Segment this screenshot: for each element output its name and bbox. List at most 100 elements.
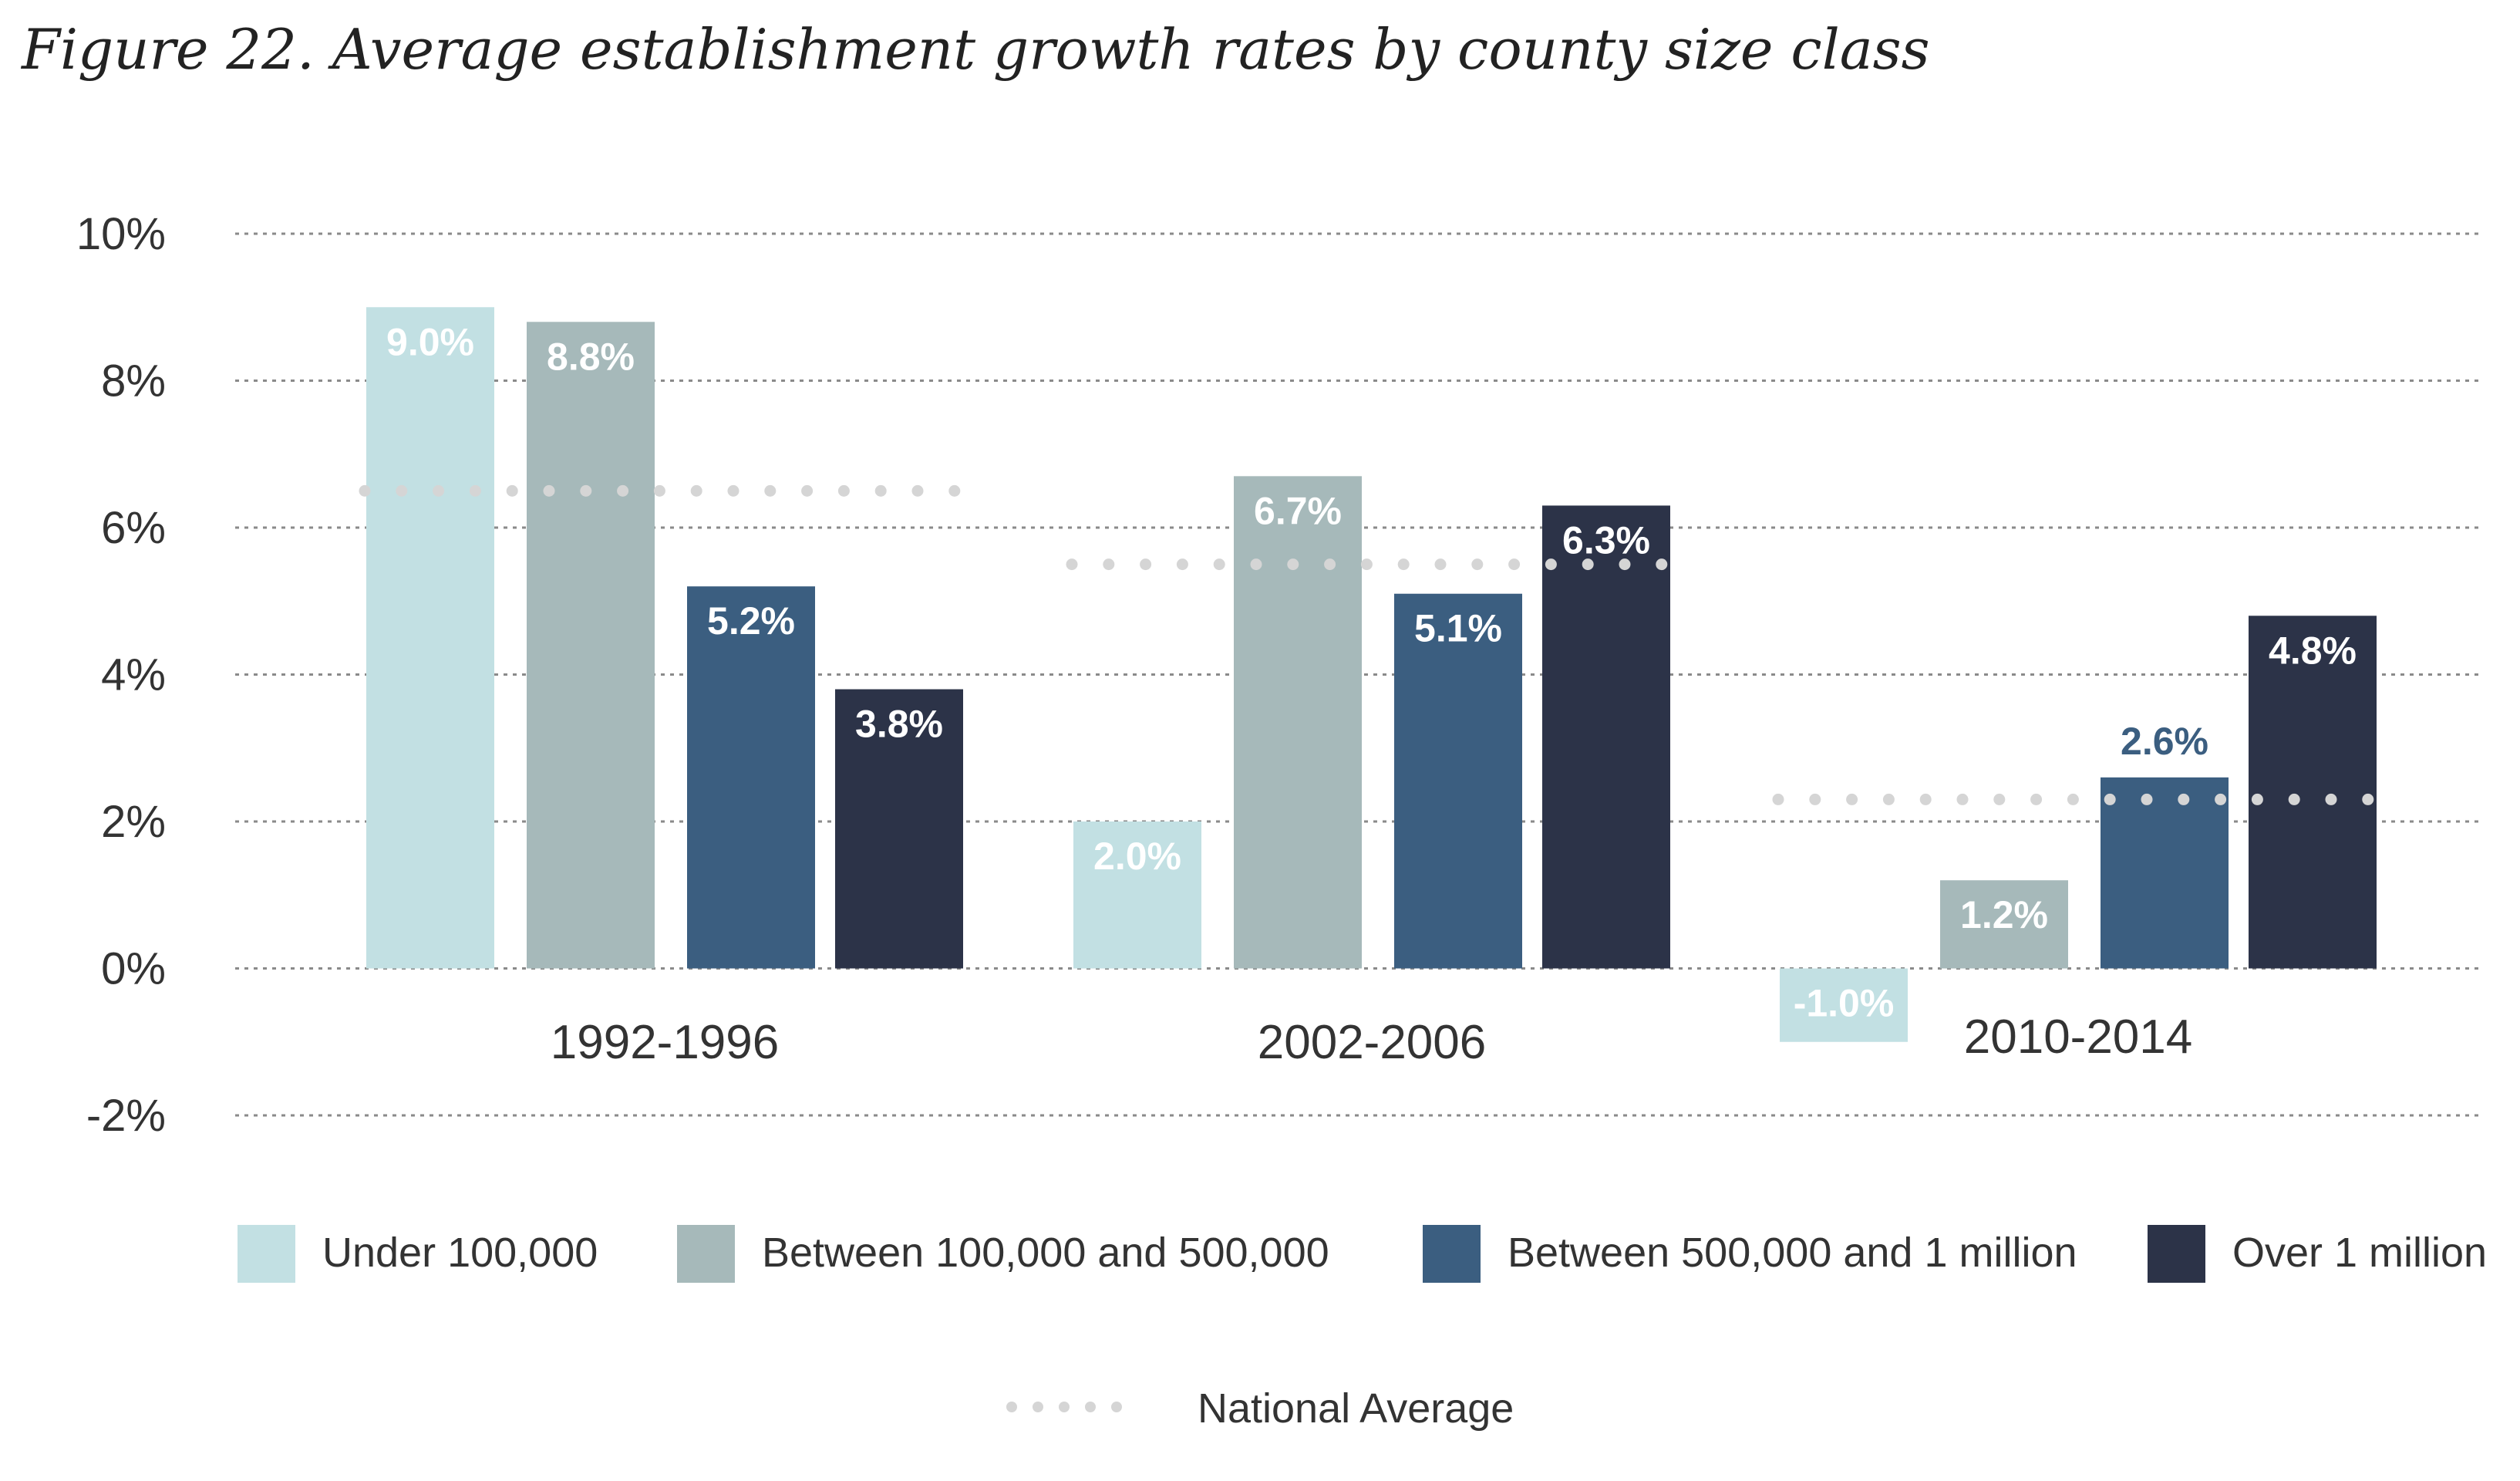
legend-label: Over 1 million	[2232, 1230, 2487, 1276]
legend-label: Between 500,000 and 1 million	[1508, 1230, 2077, 1276]
national-average-dot	[1993, 793, 2006, 805]
national-average-dot	[1140, 558, 1152, 571]
national-average-dot	[2030, 793, 2043, 805]
national-average-dot	[1809, 793, 1821, 805]
national-average-dot	[1360, 558, 1373, 571]
national-average-layer	[359, 484, 2374, 805]
legend-label: National Average	[1198, 1385, 1514, 1432]
national-average-dot	[2141, 793, 2153, 805]
legend: Under 100,000 Between 100,000 and 500,000…	[238, 1225, 2487, 1432]
national-average-dot	[1397, 558, 1410, 571]
legend-swatch	[2148, 1225, 2205, 1283]
data-label: 2.0%	[1093, 835, 1181, 878]
national-average-dot	[580, 484, 592, 497]
national-average-dot	[1919, 793, 1932, 805]
data-label: 2.6%	[2121, 720, 2208, 763]
data-label: -1.0%	[1794, 982, 1895, 1025]
y-tick-label: 0%	[101, 944, 166, 994]
data-label: 1.2%	[1960, 893, 2048, 936]
national-average-dot	[764, 484, 777, 497]
national-average-dot	[506, 484, 518, 497]
legend-label: Under 100,000	[322, 1230, 598, 1276]
national-average-dot	[1656, 558, 1668, 571]
national-average-dot	[727, 484, 739, 497]
legend-national-average-dot	[1059, 1402, 1070, 1412]
bar-layer	[366, 307, 2377, 1042]
national-average-dot	[874, 484, 887, 497]
legend-national-average-dot	[1033, 1402, 1043, 1412]
legend-national-average-dot	[1111, 1402, 1122, 1412]
national-average-dot	[433, 484, 445, 497]
label-layer: 10% 8% 6% 4% 2% 0% -2% 9.0% 2.0% -1.0% 8.8% 6.7% 1.2…	[76, 209, 2357, 1141]
national-average-dot	[2178, 793, 2190, 805]
data-label: 6.7%	[1254, 489, 1342, 532]
y-tick-label: 4%	[101, 650, 166, 700]
bar	[1940, 880, 2068, 969]
national-average-dot	[1582, 558, 1594, 571]
bar	[835, 689, 963, 969]
data-label: 5.2%	[707, 599, 795, 643]
legend-swatch	[677, 1225, 735, 1283]
bar	[1780, 968, 1908, 1042]
national-average-dot	[1176, 558, 1188, 571]
y-tick-label: 8%	[101, 356, 166, 407]
y-tick-label: 10%	[76, 209, 166, 259]
national-average-dot	[837, 484, 850, 497]
national-average-dot	[2288, 793, 2300, 805]
bar	[2101, 777, 2229, 969]
national-average-dot	[1846, 793, 1858, 805]
national-average-dot	[1508, 558, 1521, 571]
national-average-dot	[1324, 558, 1336, 571]
national-average-dot	[359, 484, 371, 497]
national-average-dot	[2104, 793, 2116, 805]
national-average-dot	[2215, 793, 2227, 805]
national-average-dot	[690, 484, 702, 497]
data-label: 3.8%	[855, 703, 943, 746]
data-label: 4.8%	[2269, 629, 2357, 672]
data-label: 8.8%	[547, 335, 635, 378]
national-average-dot	[617, 484, 629, 497]
legend-swatch	[1423, 1225, 1481, 1283]
bar	[2249, 616, 2377, 969]
national-average-dot	[1103, 558, 1115, 571]
bar	[1394, 593, 1522, 969]
x-category-label: 2002-2006	[1258, 1016, 1487, 1069]
data-label: 5.1%	[1414, 607, 1502, 650]
bar	[366, 307, 494, 969]
x-category-label: 1992-1996	[551, 1016, 780, 1069]
national-average-dot	[543, 484, 555, 497]
data-label: 9.0%	[386, 320, 474, 363]
national-average-dot	[1213, 558, 1225, 571]
legend-swatch	[238, 1225, 295, 1283]
national-average-dot	[2251, 793, 2263, 805]
national-average-dot	[1956, 793, 1969, 805]
national-average-dot	[1619, 558, 1631, 571]
x-category-label: 2010-2014	[1964, 1010, 2193, 1064]
national-average-dot	[653, 484, 665, 497]
y-tick-label: 6%	[101, 503, 166, 553]
national-average-dot	[801, 484, 814, 497]
national-average-dot	[469, 484, 481, 497]
national-average-dot	[2325, 793, 2337, 805]
national-average-dot	[1434, 558, 1447, 571]
national-average-dot	[1287, 558, 1299, 571]
legend-national-average-dot	[1006, 1402, 1017, 1412]
legend-national-average-dot	[1085, 1402, 1096, 1412]
legend-label: Between 100,000 and 500,000	[762, 1230, 1329, 1276]
national-average-dot	[396, 484, 408, 497]
national-average-dot	[948, 484, 961, 497]
national-average-dot	[911, 484, 924, 497]
bar	[1073, 821, 1201, 969]
national-average-dot	[1882, 793, 1895, 805]
national-average-dot	[1471, 558, 1484, 571]
national-average-dot	[2362, 793, 2374, 805]
bar	[1234, 476, 1362, 969]
data-label: 6.3%	[1562, 518, 1650, 562]
bar	[687, 586, 815, 969]
national-average-dot	[1772, 793, 1784, 805]
national-average-dot	[1066, 558, 1078, 571]
y-tick-label: 2%	[101, 797, 166, 847]
chart-title: Figure 22. Average establishment growth …	[22, 17, 1930, 82]
bar	[527, 322, 655, 969]
